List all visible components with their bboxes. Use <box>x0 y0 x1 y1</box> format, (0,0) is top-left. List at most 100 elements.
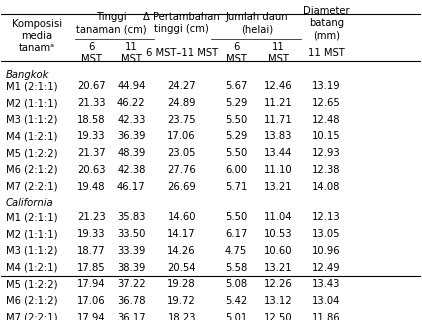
Text: 13.21: 13.21 <box>264 263 292 273</box>
Text: 21.23: 21.23 <box>77 212 106 222</box>
Text: 36.17: 36.17 <box>117 313 146 320</box>
Text: 12.49: 12.49 <box>312 263 341 273</box>
Text: 5.58: 5.58 <box>225 263 247 273</box>
Text: 12.50: 12.50 <box>264 313 292 320</box>
Text: 42.38: 42.38 <box>117 165 146 175</box>
Text: Jumlah daun
(helai): Jumlah daun (helai) <box>226 12 288 34</box>
Text: 11.71: 11.71 <box>264 115 292 125</box>
Text: 36.78: 36.78 <box>117 296 146 306</box>
Text: 6 MST–11 MST: 6 MST–11 MST <box>146 48 218 58</box>
Text: 12.13: 12.13 <box>312 212 341 222</box>
Text: Bangkok: Bangkok <box>5 70 49 80</box>
Text: Komposisi
media
tanamᵃ: Komposisi media tanamᵃ <box>12 19 62 53</box>
Text: 24.27: 24.27 <box>168 81 196 91</box>
Text: 37.22: 37.22 <box>117 279 146 289</box>
Text: 20.54: 20.54 <box>168 263 196 273</box>
Text: 23.05: 23.05 <box>168 148 196 158</box>
Text: 5.29: 5.29 <box>225 98 247 108</box>
Text: M2 (1:1:1): M2 (1:1:1) <box>5 98 57 108</box>
Text: 42.33: 42.33 <box>117 115 146 125</box>
Text: M5 (1:2:2): M5 (1:2:2) <box>5 148 57 158</box>
Text: 5.50: 5.50 <box>225 148 247 158</box>
Text: 20.67: 20.67 <box>77 81 106 91</box>
Text: 26.69: 26.69 <box>167 181 196 192</box>
Text: 13.12: 13.12 <box>264 296 292 306</box>
Text: 12.48: 12.48 <box>312 115 341 125</box>
Text: Δ Pertambahan
tinggi (cm): Δ Pertambahan tinggi (cm) <box>143 12 220 34</box>
Text: 48.39: 48.39 <box>117 148 146 158</box>
Text: Diameter
batang
(mm): Diameter batang (mm) <box>303 5 349 40</box>
Text: 11.86: 11.86 <box>312 313 341 320</box>
Text: M2 (1:1:1): M2 (1:1:1) <box>5 229 57 239</box>
Text: M6 (2:1:2): M6 (2:1:2) <box>5 165 57 175</box>
Text: M1 (2:1:1): M1 (2:1:1) <box>5 212 57 222</box>
Text: 19.72: 19.72 <box>167 296 196 306</box>
Text: 38.39: 38.39 <box>117 263 146 273</box>
Text: 17.85: 17.85 <box>77 263 106 273</box>
Text: 21.37: 21.37 <box>77 148 106 158</box>
Text: 12.93: 12.93 <box>312 148 341 158</box>
Text: 11.04: 11.04 <box>264 212 292 222</box>
Text: 5.42: 5.42 <box>225 296 247 306</box>
Text: 11
MST: 11 MST <box>268 42 289 64</box>
Text: 13.05: 13.05 <box>312 229 341 239</box>
Text: Tinggi
tanaman (cm): Tinggi tanaman (cm) <box>76 12 147 34</box>
Text: 33.50: 33.50 <box>117 229 146 239</box>
Text: M7 (2:2:1): M7 (2:2:1) <box>5 181 57 192</box>
Text: 14.08: 14.08 <box>312 181 341 192</box>
Text: 20.63: 20.63 <box>77 165 106 175</box>
Text: 12.46: 12.46 <box>264 81 292 91</box>
Text: 17.06: 17.06 <box>77 296 106 306</box>
Text: 4.75: 4.75 <box>225 246 247 256</box>
Text: 36.39: 36.39 <box>117 132 146 141</box>
Text: 19.33: 19.33 <box>77 132 106 141</box>
Text: 18.23: 18.23 <box>168 313 196 320</box>
Text: 24.89: 24.89 <box>168 98 196 108</box>
Text: 17.94: 17.94 <box>77 313 106 320</box>
Text: 18.58: 18.58 <box>77 115 106 125</box>
Text: 5.71: 5.71 <box>225 181 247 192</box>
Text: 11.21: 11.21 <box>264 98 292 108</box>
Text: 6.00: 6.00 <box>225 165 247 175</box>
Text: 13.21: 13.21 <box>264 181 292 192</box>
Text: M5 (1:2:2): M5 (1:2:2) <box>5 279 57 289</box>
Text: 5.50: 5.50 <box>225 115 247 125</box>
Text: 10.53: 10.53 <box>264 229 292 239</box>
Text: M6 (2:1:2): M6 (2:1:2) <box>5 296 57 306</box>
Text: 6
MST: 6 MST <box>81 42 102 64</box>
Text: 12.38: 12.38 <box>312 165 341 175</box>
Text: 19.48: 19.48 <box>77 181 106 192</box>
Text: 21.33: 21.33 <box>77 98 106 108</box>
Text: California: California <box>5 198 53 208</box>
Text: 5.67: 5.67 <box>225 81 247 91</box>
Text: 13.19: 13.19 <box>312 81 341 91</box>
Text: 46.17: 46.17 <box>117 181 146 192</box>
Text: 14.26: 14.26 <box>168 246 196 256</box>
Text: 11
MST: 11 MST <box>121 42 142 64</box>
Text: 14.60: 14.60 <box>168 212 196 222</box>
Text: M7 (2:2:1): M7 (2:2:1) <box>5 313 57 320</box>
Text: 35.83: 35.83 <box>117 212 146 222</box>
Text: 13.04: 13.04 <box>312 296 341 306</box>
Text: 5.50: 5.50 <box>225 212 247 222</box>
Text: 12.65: 12.65 <box>312 98 341 108</box>
Text: 6.17: 6.17 <box>225 229 247 239</box>
Text: 27.76: 27.76 <box>167 165 196 175</box>
Text: 23.75: 23.75 <box>168 115 196 125</box>
Text: 46.22: 46.22 <box>117 98 146 108</box>
Text: 5.29: 5.29 <box>225 132 247 141</box>
Text: M3 (1:1:2): M3 (1:1:2) <box>5 115 57 125</box>
Text: 17.06: 17.06 <box>168 132 196 141</box>
Text: 10.60: 10.60 <box>264 246 292 256</box>
Text: M4 (1:2:1): M4 (1:2:1) <box>5 132 57 141</box>
Text: 19.33: 19.33 <box>77 229 106 239</box>
Text: 13.43: 13.43 <box>312 279 341 289</box>
Text: M4 (1:2:1): M4 (1:2:1) <box>5 263 57 273</box>
Text: M3 (1:1:2): M3 (1:1:2) <box>5 246 57 256</box>
Text: 5.08: 5.08 <box>225 279 247 289</box>
Text: 10.15: 10.15 <box>312 132 341 141</box>
Text: 18.77: 18.77 <box>77 246 106 256</box>
Text: 12.26: 12.26 <box>264 279 292 289</box>
Text: 14.17: 14.17 <box>168 229 196 239</box>
Text: 11.10: 11.10 <box>264 165 292 175</box>
